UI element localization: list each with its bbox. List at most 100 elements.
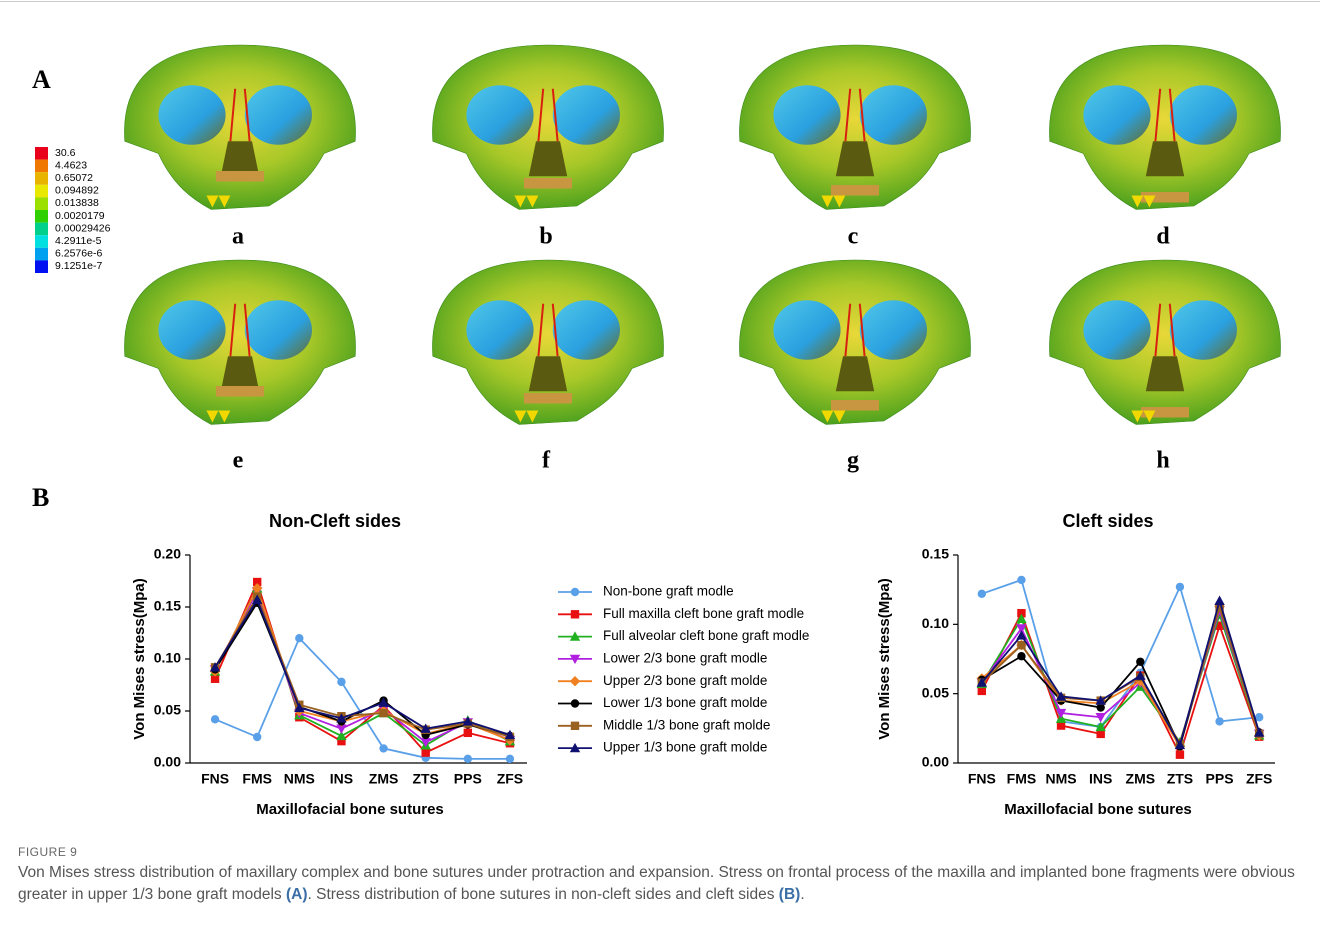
y-tick-label: 0.15: [922, 546, 949, 562]
point: [571, 699, 579, 707]
panel-label: A: [32, 65, 51, 94]
y-tick-label: 0.20: [154, 546, 181, 562]
orbit: [1170, 85, 1237, 145]
x-tick-label: FNS: [968, 771, 996, 787]
x-tick-label: ZTS: [412, 771, 438, 787]
graft: [524, 178, 572, 189]
colorbar-label: 4.2911e-5: [55, 235, 102, 247]
colorbar-label: 0.0020179: [55, 210, 105, 222]
point: [1017, 641, 1025, 649]
point: [570, 676, 580, 686]
x-tick-label: INS: [330, 771, 353, 787]
orbit: [466, 85, 533, 145]
legend-label: Lower 1/3 bone graft molde: [603, 695, 767, 710]
colorbar-swatch: [35, 185, 48, 198]
point: [571, 588, 579, 596]
skull: [124, 260, 355, 425]
legend-label: Non-bone graft modle: [603, 584, 734, 599]
graft: [524, 393, 572, 404]
legend-label: Middle 1/3 bone graft molde: [603, 717, 770, 732]
panel-label: B: [32, 483, 49, 512]
y-tick-label: 0.10: [154, 650, 181, 666]
point: [253, 733, 261, 741]
graft: [216, 386, 264, 397]
graft: [831, 400, 879, 411]
skull: [1049, 45, 1280, 210]
chart-title: Non-Cleft sides: [269, 511, 401, 531]
caption-text: (A): [286, 886, 308, 903]
point: [1215, 717, 1223, 725]
skull-render: [432, 45, 663, 210]
colorbar-label: 0.65072: [55, 172, 93, 184]
orbit: [1170, 300, 1237, 360]
caption-text: (B): [779, 886, 801, 903]
colorbar-swatch: [35, 197, 48, 210]
point: [464, 729, 472, 737]
x-tick-label: NMS: [1046, 771, 1077, 787]
point: [1176, 583, 1184, 591]
skull-render: [124, 260, 355, 425]
series-line: [215, 588, 510, 740]
point: [1136, 658, 1144, 666]
x-tick-label: FNS: [201, 771, 229, 787]
y-tick-label: 0.00: [154, 754, 181, 770]
caption-text: .: [800, 886, 804, 903]
legend-label: Lower 2/3 bone graft modle: [603, 650, 767, 665]
caption-title: FIGURE 9: [18, 845, 77, 859]
caption: Von Mises stress distribution of maxilla…: [18, 862, 1308, 906]
skull-render: [124, 45, 355, 210]
colorbar-swatch: [35, 147, 48, 160]
x-tick-label: INS: [1089, 771, 1112, 787]
y-tick-label: 0.15: [154, 598, 181, 614]
y-tick-label: 0.05: [922, 684, 949, 700]
point: [464, 755, 472, 763]
orbit: [553, 300, 620, 360]
caption-text: . Stress distribution of bone sutures in…: [308, 886, 779, 903]
colorbar-label: 0.00029426: [55, 222, 111, 234]
orbit: [1083, 85, 1150, 145]
colorbar-swatch: [35, 260, 48, 273]
legend-label: Full alveolar cleft bone graft modle: [603, 628, 809, 643]
y-tick-label: 0.05: [154, 702, 181, 718]
sublabel: a: [232, 224, 244, 250]
sublabel: f: [542, 448, 551, 474]
orbit: [245, 300, 312, 360]
series-line: [215, 638, 510, 759]
orbit: [1083, 300, 1150, 360]
colorbar-label: 6.2576e-6: [55, 248, 102, 260]
x-axis-title: Maxillofacial bone sutures: [1004, 801, 1192, 818]
point: [978, 590, 986, 598]
orbit: [773, 85, 840, 145]
sublabel: e: [233, 448, 244, 474]
graft: [831, 185, 879, 196]
x-tick-label: ZTS: [1167, 771, 1193, 787]
x-tick-label: FMS: [1007, 771, 1037, 787]
point: [506, 755, 514, 763]
x-tick-label: ZMS: [369, 771, 399, 787]
colorbar-swatch: [35, 210, 48, 223]
colorbar-swatch: [35, 235, 48, 248]
x-tick-label: ZFS: [497, 771, 523, 787]
skull: [1049, 260, 1280, 425]
point: [571, 722, 579, 730]
orbit: [158, 300, 225, 360]
colorbar-swatch: [35, 160, 48, 173]
orbit: [245, 85, 312, 145]
sublabel: h: [1156, 448, 1169, 474]
point: [211, 715, 219, 723]
point: [1017, 652, 1025, 660]
point: [1017, 576, 1025, 584]
x-tick-label: ZFS: [1246, 771, 1272, 787]
x-tick-label: PPS: [454, 771, 482, 787]
colorbar-label: 4.4623: [55, 159, 87, 171]
point: [571, 610, 579, 618]
legend-label: Full maxilla cleft bone graft modle: [603, 606, 804, 621]
point: [379, 709, 387, 717]
skull: [739, 45, 970, 210]
skull: [124, 45, 355, 210]
legend-label: Upper 1/3 bone graft molde: [603, 740, 767, 755]
orbit: [860, 300, 927, 360]
y-axis-title: Von Mises stress(Mpa): [131, 578, 148, 739]
skull-render: [1049, 45, 1280, 210]
